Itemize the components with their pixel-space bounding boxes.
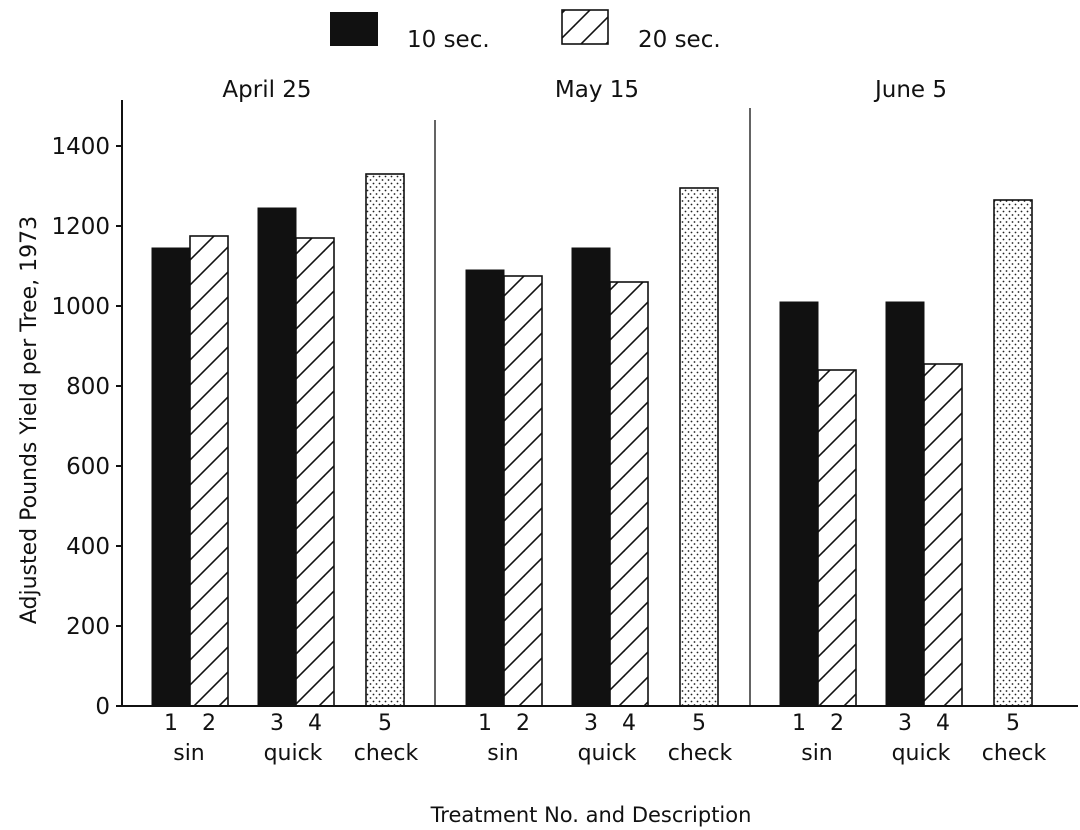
y-tick-label: 0 [95, 694, 110, 720]
y-tick-label: 1000 [51, 294, 110, 320]
y-tick-label: 400 [66, 534, 110, 560]
x-tick-label-description: sin [487, 741, 519, 766]
x-tick-label-treatment: 3 [584, 711, 598, 736]
x-tick-label-treatment: 2 [202, 711, 216, 736]
legend-label-10sec: 10 sec. [407, 27, 490, 53]
y-axis-ticks: 0 200 400 600 800 1000 1200 1400 [51, 134, 122, 720]
bar-june-5-t1 [779, 301, 819, 707]
bar-april-25-t4 [295, 237, 335, 707]
bar-may-15-t2 [503, 275, 543, 707]
bar-june-5-t3 [885, 301, 925, 707]
y-tick-label: 1200 [51, 214, 110, 240]
bar-may-15-t4 [609, 281, 649, 707]
bar-april-25-t2 [189, 235, 229, 707]
x-tick-label-treatment: 4 [622, 711, 636, 736]
group-title-may-15: May 15 [555, 77, 639, 103]
bar-may-15-t3 [571, 247, 611, 707]
group-title-june-5: June 5 [873, 77, 947, 103]
x-tick-label-description: sin [173, 741, 205, 766]
x-tick-label-treatment: 3 [898, 711, 912, 736]
x-tick-label-treatment: 1 [478, 711, 492, 736]
y-tick-label: 200 [66, 614, 110, 640]
x-tick-label-treatment: 5 [1006, 711, 1020, 736]
bar-april-25-t1 [151, 247, 191, 707]
bars [151, 173, 1033, 707]
x-tick-label-treatment: 5 [692, 711, 706, 736]
x-axis-title: Treatment No. and Description [430, 803, 752, 827]
legend: 10 sec. 20 sec. [330, 9, 721, 53]
x-tick-label-description: check [668, 741, 733, 766]
y-tick-label: 800 [66, 374, 110, 400]
x-tick-label-description: quick [892, 741, 951, 766]
x-tick-label-description: check [354, 741, 419, 766]
x-tick-label-treatment: 3 [270, 711, 284, 736]
x-tick-label-treatment: 1 [792, 711, 806, 736]
legend-label-20sec: 20 sec. [638, 27, 721, 53]
y-axis-title: Adjusted Pounds Yield per Tree, 1973 [17, 216, 42, 624]
x-tick-label-treatment: 4 [936, 711, 950, 736]
legend-swatch-10sec [330, 12, 378, 46]
x-tick-label-description: check [982, 741, 1047, 766]
x-tick-label-treatment: 2 [516, 711, 530, 736]
bar-june-5-t5 [993, 199, 1033, 707]
bar-june-5-t4 [923, 363, 963, 707]
bar-may-15-t5 [679, 187, 719, 707]
y-tick-label: 600 [66, 454, 110, 480]
x-tick-label-treatment: 1 [164, 711, 178, 736]
bar-june-5-t2 [817, 369, 857, 707]
bar-april-25-t5 [365, 173, 405, 707]
x-tick-label-treatment: 2 [830, 711, 844, 736]
bar-may-15-t1 [465, 269, 505, 707]
x-tick-label-treatment: 5 [378, 711, 392, 736]
x-tick-label-description: quick [264, 741, 323, 766]
legend-swatch-20sec [561, 9, 609, 45]
y-tick-label: 1400 [51, 134, 110, 160]
group-title-april-25: April 25 [222, 77, 311, 103]
x-tick-label-description: quick [578, 741, 637, 766]
x-tick-label-description: sin [801, 741, 833, 766]
bar-april-25-t3 [257, 207, 297, 707]
x-tick-label-treatment: 4 [308, 711, 322, 736]
